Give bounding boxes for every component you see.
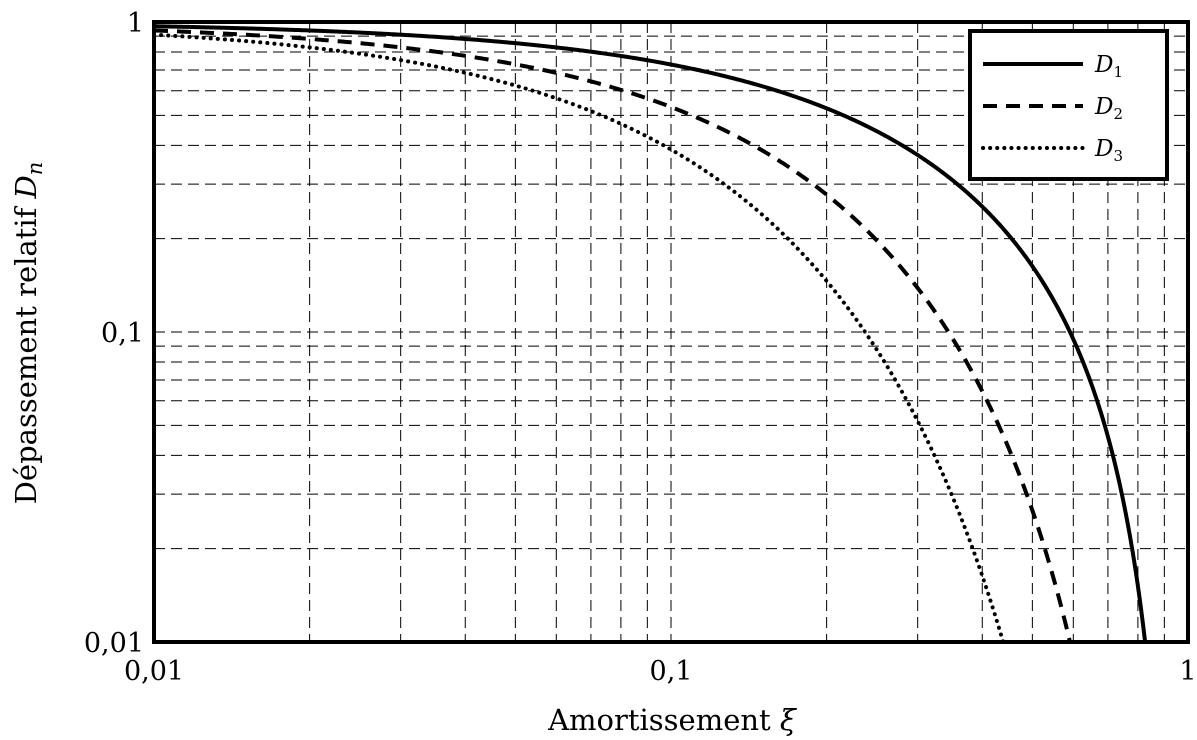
legend-label-d3: D3 [1094, 136, 1123, 165]
tick-labels: 0,01 0,1 1 0,01 0,1 1 [84, 8, 1197, 687]
y-tick-label: 0,1 [101, 318, 144, 349]
series-curve-d1 [153, 24, 1148, 643]
series-curve-d2 [153, 28, 1072, 643]
plot-frame [152, 20, 1190, 644]
x-axis-label: Amortissement ξ [547, 703, 798, 737]
legend-label-d2: D2 [1094, 94, 1123, 123]
x-tick-label: 0,1 [650, 656, 693, 687]
legend: D1 D2 D3 [968, 29, 1169, 181]
y-tick-label: 0,01 [84, 628, 144, 659]
legend-label-d1: D1 [1094, 52, 1123, 81]
y-tick-label: 1 [127, 8, 144, 39]
x-tick-label: 1 [1179, 656, 1196, 687]
y-axis-label: Dépassement relatif Dn [9, 162, 47, 505]
x-tick-label: 0,01 [124, 656, 184, 687]
series-curve-d3 [152, 32, 1006, 644]
legend-box [968, 29, 1169, 181]
curves [152, 24, 1148, 644]
